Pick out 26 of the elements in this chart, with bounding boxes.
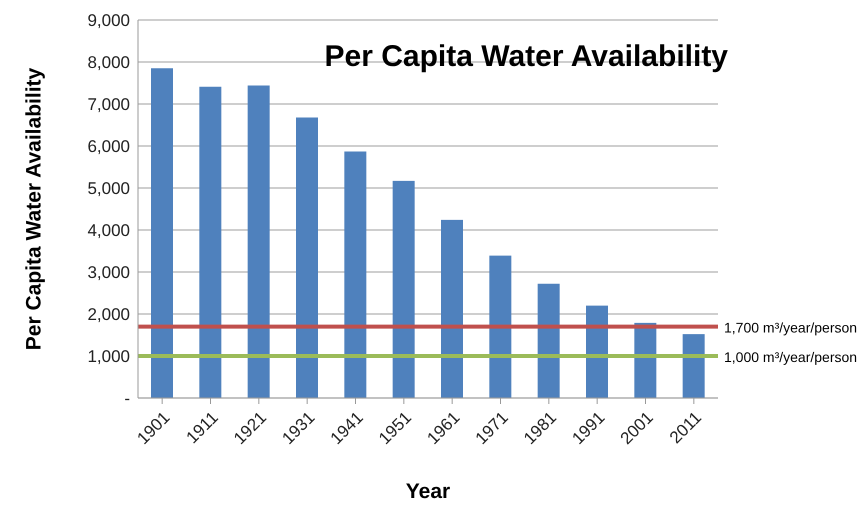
y-tick-label: 8,000 <box>87 53 130 72</box>
bar <box>199 86 222 398</box>
y-tick-label: 4,000 <box>87 221 130 240</box>
y-tick-label: 3,000 <box>87 263 130 282</box>
y-tick-label: 6,000 <box>87 137 130 156</box>
y-tick-label: 2,000 <box>87 305 130 324</box>
bar <box>392 180 415 398</box>
bar <box>489 256 512 398</box>
bar <box>344 151 366 398</box>
y-axis-title: Per Capita Water Availability <box>22 67 46 350</box>
bar <box>586 306 608 398</box>
bar <box>441 220 463 398</box>
y-tick-label: 1,000 <box>87 347 130 366</box>
ref-line-label: 1,000 m³/year/person <box>724 349 858 365</box>
y-tick-label: - <box>124 389 130 408</box>
y-tick-label: 9,000 <box>87 11 130 30</box>
y-tick-label: 5,000 <box>87 179 130 198</box>
bar <box>682 334 705 398</box>
x-axis-title: Year <box>406 480 450 503</box>
bar <box>538 284 560 398</box>
ref-line-label: 1,700 m³/year/person <box>724 320 858 336</box>
bar <box>151 68 173 398</box>
bar <box>248 86 270 398</box>
text: Per Capita Water Availability <box>324 40 728 73</box>
y-tick-label: 7,000 <box>87 95 130 114</box>
bar <box>296 117 318 398</box>
